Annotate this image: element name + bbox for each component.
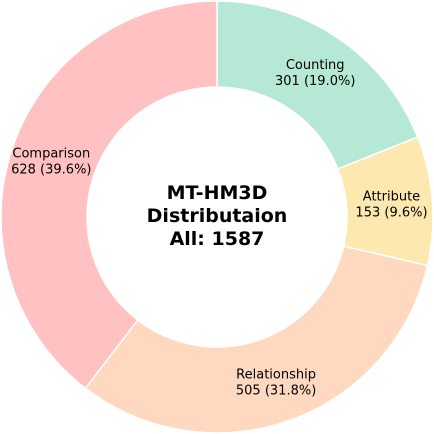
slice-value-attribute: 153 (9.6%) <box>355 206 427 221</box>
center-title-line-3: All: 1587 <box>170 228 265 250</box>
slice-comparison <box>0 0 218 390</box>
slice-value-counting: 301 (19.0%) <box>275 74 355 89</box>
slice-label-attribute: Attribute <box>363 190 420 205</box>
center-text-group: MT-HM3D Distributaion All: 1587 <box>147 182 288 250</box>
slice-value-comparison: 628 (39.6%) <box>11 163 91 178</box>
center-title-line-2: Distributaion <box>147 205 288 227</box>
slice-counting <box>216 0 419 170</box>
center-title-line-1: MT-HM3D <box>167 182 268 204</box>
slice-relationship <box>84 245 429 434</box>
slice-label-comparison: Comparison <box>12 147 90 162</box>
slice-label-counting: Counting <box>286 58 345 73</box>
slice-label-relationship: Relationship <box>236 368 316 383</box>
slice-value-relationship: 505 (31.8%) <box>236 384 316 399</box>
